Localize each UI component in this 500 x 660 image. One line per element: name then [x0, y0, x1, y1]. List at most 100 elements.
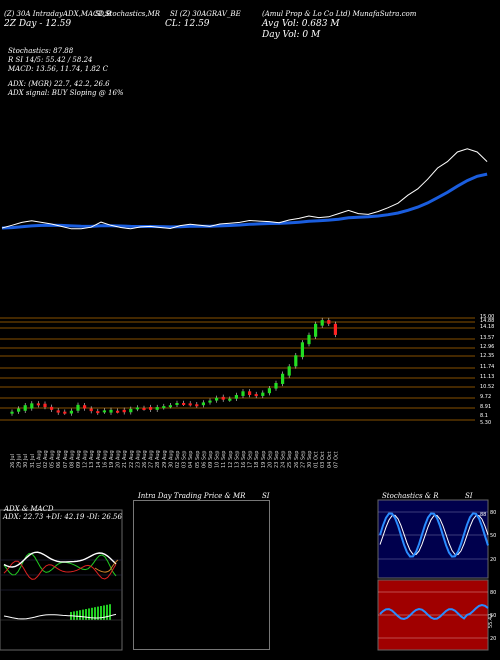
candle-body — [307, 334, 311, 345]
y-tick-label: 15.00 — [480, 314, 494, 320]
x-tick-label: 20 Aug — [116, 450, 122, 468]
x-tick-label: 05 Aug — [50, 450, 56, 468]
header-left: (Z) 30A IntradayADX,MACD,B — [4, 10, 112, 18]
candle-body — [30, 403, 34, 409]
candle-body — [149, 407, 153, 410]
rsi-tick-label: 50 — [490, 613, 496, 619]
macd-bar — [85, 609, 87, 620]
x-tick-label: 04 Oct — [327, 451, 333, 468]
x-tick-label: 30 Jul — [23, 454, 29, 468]
x-tick-label: 02 Aug — [43, 450, 49, 468]
x-tick-label: 30 Sep — [307, 451, 313, 468]
candle-body — [267, 388, 271, 394]
x-tick-label: 29 Jul — [17, 454, 23, 468]
stoch-value-label: 88 — [480, 512, 486, 518]
minus-di-line — [3, 560, 117, 580]
x-tick-label: 10 Sep — [215, 451, 221, 468]
adx-orange-line — [94, 559, 119, 573]
intraday-panel — [133, 500, 270, 650]
rsi-value-label: 55.42 — [488, 614, 494, 628]
candle-body — [96, 411, 100, 414]
adx-value-label: ADX: 22.73 +DI: 42.19 -DI: 26.56 — [2, 513, 123, 521]
macd-bar — [91, 607, 93, 620]
candle-body — [228, 398, 232, 401]
stoch-fast-line — [379, 512, 489, 558]
x-tick-label: 12 Sep — [228, 451, 234, 468]
macd-bar — [103, 605, 105, 620]
candle-body — [208, 400, 212, 403]
y-tick-label: 5.30 — [480, 420, 491, 426]
x-tick-label: 12 Aug — [83, 450, 89, 468]
candle-body — [261, 392, 265, 396]
x-tick-label: 26 Sep — [294, 451, 300, 468]
candle-body — [320, 320, 324, 326]
candle-body — [135, 407, 139, 410]
candle-body — [274, 383, 278, 389]
stoch-readout: Stochastics: 87.88 — [8, 47, 74, 55]
stoch-panel — [377, 499, 489, 579]
day-volume: Day Vol: 0 M — [262, 30, 321, 40]
plus-di-line — [3, 552, 117, 577]
avg-volume: Avg Vol: 0.683 M — [262, 19, 340, 29]
candle-body — [50, 406, 54, 410]
y-tick-label: 12.96 — [480, 344, 494, 350]
x-tick-label: 18 Sep — [254, 451, 260, 468]
adx-panel-title: ADX & MACD — [4, 505, 54, 513]
intraday-si: SI — [262, 492, 270, 500]
stoch-tick-label: 50 — [490, 533, 496, 539]
x-tick-label: 05 Sep — [195, 451, 201, 468]
x-tick-label: 09 Aug — [76, 450, 82, 468]
x-tick-label: 06 Aug — [56, 450, 62, 468]
x-tick-label: 16 Sep — [241, 451, 247, 468]
x-tick-label: 19 Aug — [109, 450, 115, 468]
candle-body — [76, 404, 80, 411]
macd-bar — [106, 604, 108, 620]
candle-body — [314, 323, 318, 337]
macd-bar — [100, 606, 102, 620]
x-tick-label: 27 Aug — [149, 450, 155, 468]
rsi-line — [379, 603, 489, 621]
candle-body — [36, 403, 40, 406]
macd-line — [3, 613, 117, 620]
candle-body — [155, 407, 159, 410]
adx-signal: ADX signal: BUY Sloping @ 16% — [8, 89, 124, 97]
x-tick-label: 17 Sep — [248, 451, 254, 468]
candle-body — [116, 410, 120, 413]
stoch-panel-title: Stochastics & R — [382, 492, 439, 500]
candle-body — [162, 406, 166, 409]
x-tick-label: 01 Aug — [36, 450, 42, 468]
x-tick-label: 27 Sep — [300, 451, 306, 468]
close-label: CL: 12.59 — [165, 19, 210, 29]
x-tick-label: 22 Aug — [129, 450, 135, 468]
candle-body — [241, 391, 245, 396]
x-tick-label: 07 Oct — [333, 451, 339, 468]
x-tick-label: 11 Sep — [221, 451, 227, 468]
y-tick-label: 13.57 — [480, 335, 494, 341]
candle-body — [69, 410, 73, 414]
x-tick-label: 19 Sep — [261, 451, 267, 468]
x-tick-label: 14 Aug — [96, 450, 102, 468]
ma-line — [1, 172, 488, 230]
adx-readout: ADX: (MGR) 22.7, 42.2, 26.6 — [8, 80, 110, 88]
adx-panel — [0, 509, 123, 651]
candle-body — [215, 397, 219, 401]
x-tick-label: 16 Aug — [102, 450, 108, 468]
candle-body — [201, 402, 205, 406]
x-tick-label: 20 Sep — [267, 451, 273, 468]
candle-body — [254, 394, 258, 397]
candle-body — [56, 410, 60, 413]
x-tick-label: 23 Aug — [135, 450, 141, 468]
candle-body — [129, 408, 133, 413]
macd-bar — [94, 607, 96, 620]
x-tick-label: 03 Oct — [320, 451, 326, 468]
candle-body — [182, 402, 186, 405]
candle-body — [327, 320, 331, 324]
candle-body — [122, 409, 126, 413]
stoch-slow-line — [379, 514, 489, 556]
y-tick-label: 12.35 — [480, 353, 494, 359]
candle-body — [10, 411, 14, 414]
x-tick-label: 29 Aug — [162, 450, 168, 468]
candle-body — [43, 403, 47, 408]
stoch-tick-label: 20 — [490, 557, 496, 563]
macd-bar — [97, 606, 99, 620]
